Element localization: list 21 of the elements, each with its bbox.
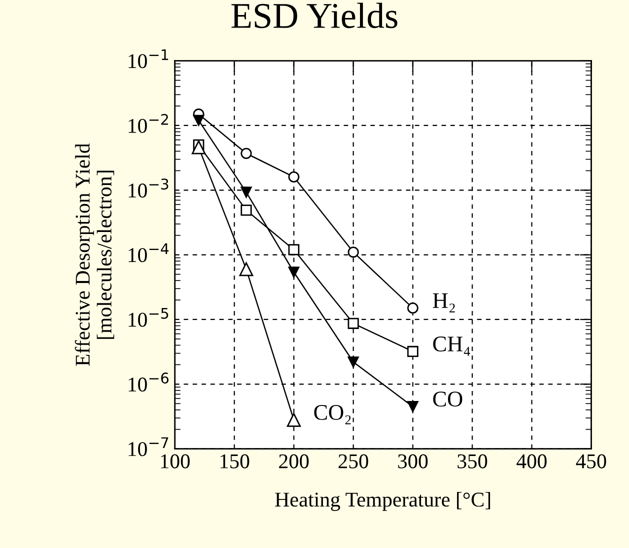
x-tick-label: 250 bbox=[338, 454, 368, 468]
x-axis-title: Heating Temperature [°C] bbox=[275, 492, 490, 511]
y-tick-label: 10$^{−3}$ bbox=[128, 178, 168, 198]
series-label: CO₂ bbox=[314, 404, 351, 424]
series-label: CH₄ bbox=[433, 336, 470, 356]
x-tick-label: 200 bbox=[279, 454, 309, 468]
y-tick-label: 10$^{−4}$ bbox=[128, 243, 169, 262]
y-tick-label: 10$^{−2}$ bbox=[128, 114, 168, 133]
series-label: H₂ bbox=[432, 293, 455, 312]
x-tick-label: 350 bbox=[458, 454, 488, 468]
x-tick-label: 450 bbox=[576, 454, 606, 468]
x-tick-label: 150 bbox=[220, 454, 250, 468]
y-tick-label: 10$^{−1}$ bbox=[128, 49, 168, 68]
x-tick-label: 400 bbox=[516, 454, 547, 468]
x-tick-label: 300 bbox=[398, 454, 428, 468]
chart-title: ESD Yields bbox=[231, 2, 398, 28]
series-label: CO bbox=[433, 392, 462, 407]
x-tick-label: 100 bbox=[161, 454, 190, 468]
y-axis-title: Effective Desorption Yield [molecules/electron] bbox=[74, 143, 114, 366]
y-tick-label: 10$^{−5}$ bbox=[128, 308, 168, 327]
y-tick-label: 10$^{−6}$ bbox=[128, 372, 168, 392]
